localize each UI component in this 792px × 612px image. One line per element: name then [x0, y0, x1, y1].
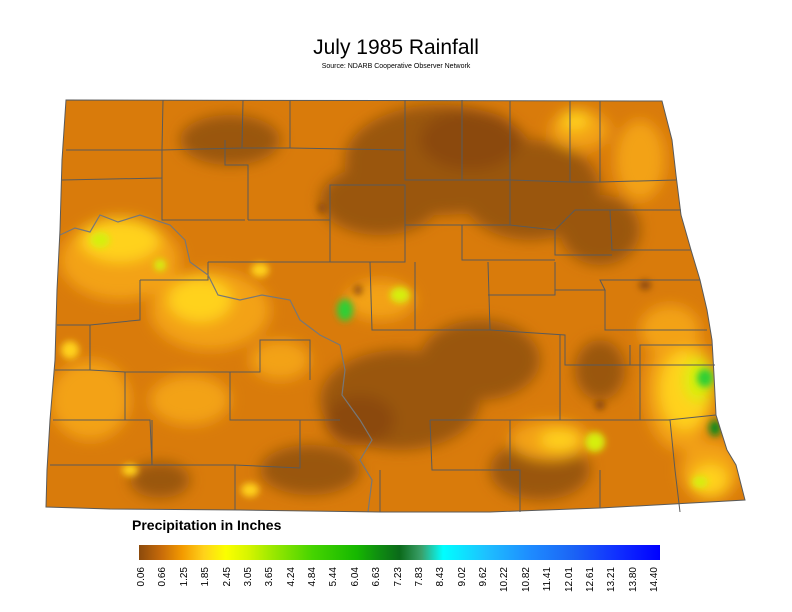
legend-tick-label: 10.82 [520, 567, 532, 593]
missouri-river [59, 214, 373, 513]
legend-tick-label: 4.24 [285, 567, 297, 587]
legend-tick-label: 2.45 [221, 567, 233, 587]
legend-tick-label: 6.04 [349, 567, 361, 587]
legend-tick-label: 9.02 [456, 567, 468, 587]
legend-tick-label: 1.85 [200, 567, 212, 587]
legend-tick-label: 13.21 [606, 567, 618, 593]
legend-tick-label: 3.05 [242, 567, 254, 587]
legend-tick-label: 7.83 [413, 567, 425, 587]
legend-tick-label: 0.06 [136, 567, 147, 587]
legend-tick-label: 13.80 [627, 567, 639, 593]
legend-tick-label: 7.23 [392, 567, 404, 587]
legend-tick-label: 1.25 [178, 567, 190, 587]
legend-tick-label: 9.62 [478, 567, 489, 587]
rainfall-spots [61, 203, 721, 497]
legend-tick-label: 5.44 [328, 567, 340, 587]
legend-tick-label: 4.84 [307, 567, 318, 587]
legend-tick-label: 12.01 [563, 567, 575, 593]
legend-title: Precipitation in Inches [132, 517, 282, 533]
legend-tick-label: 8.43 [435, 567, 447, 587]
legend-tick-label: 3.65 [264, 567, 276, 587]
legend-tick-label: 10.22 [499, 567, 511, 593]
legend-tick-label: 14.40 [649, 567, 660, 593]
legend-tick-label: 0.66 [157, 567, 169, 587]
legend-tick-label: 6.63 [371, 567, 383, 587]
legend-tick-label: 11.41 [542, 567, 554, 592]
rainfall-zones [50, 105, 740, 500]
county-boundaries [50, 99, 717, 513]
legend-color-bar [139, 545, 660, 560]
map-source-note: Source: NDARB Cooperative Observer Netwo… [321, 63, 471, 70]
map-title: July 1985 Rainfall [313, 36, 479, 59]
legend-tick-label: 12.61 [584, 567, 596, 593]
